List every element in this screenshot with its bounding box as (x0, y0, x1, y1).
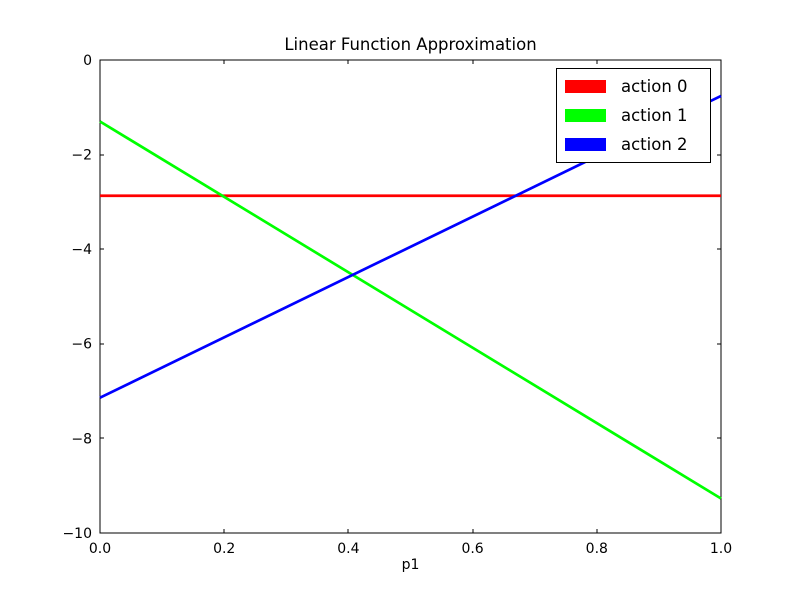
y-tick-label: 0 (83, 53, 92, 69)
legend-item: action 0 (565, 72, 702, 101)
x-tick-label: 0.2 (213, 541, 235, 557)
legend-label: action 1 (621, 106, 688, 125)
y-tick-label: −4 (71, 242, 92, 258)
legend-item: action 1 (565, 101, 702, 130)
series-line-action-1 (99, 120, 722, 500)
x-tick-label: 0.0 (89, 541, 111, 557)
x-tick-label: 0.8 (586, 541, 608, 557)
y-tick-label: −10 (62, 526, 92, 542)
y-tick-label: −8 (71, 431, 92, 447)
legend-swatch (565, 80, 606, 93)
legend-label: action 0 (621, 77, 688, 96)
y-tick-label: −6 (71, 337, 92, 353)
legend-swatch (565, 109, 606, 122)
chart-title: Linear Function Approximation (284, 35, 537, 54)
legend-box: action 0 action 1 action 2 (556, 68, 711, 163)
legend-swatch (565, 138, 606, 151)
x-tick-label: 0.6 (461, 541, 483, 557)
x-tick-label: 0.4 (337, 541, 359, 557)
y-tick-label: −2 (71, 148, 92, 164)
plot-border (99, 59, 722, 534)
x-tick-label: 1.0 (710, 541, 732, 557)
legend-label: action 2 (621, 135, 688, 154)
legend-item: action 2 (565, 130, 702, 159)
x-axis-label: p1 (401, 557, 420, 573)
